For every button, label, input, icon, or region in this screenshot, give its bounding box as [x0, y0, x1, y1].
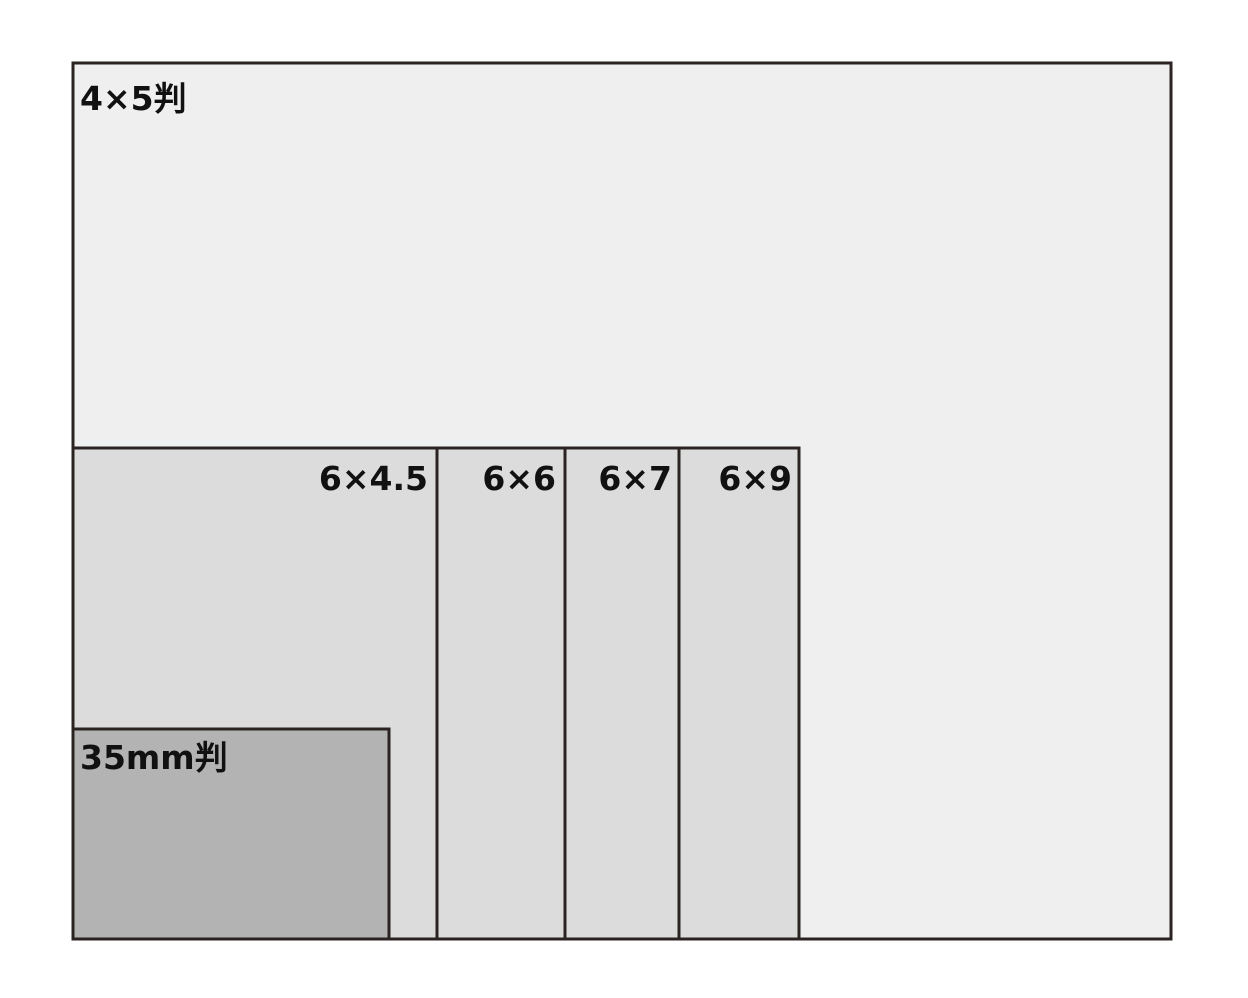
- label-6x4.5: 6×4.5: [319, 459, 428, 498]
- label-4x5: 4×5判: [80, 79, 187, 118]
- label-6x6: 6×6: [482, 459, 556, 498]
- label-6x9: 6×9: [718, 459, 792, 498]
- format-35mm: [71, 727, 391, 941]
- label-6x7: 6×7: [598, 459, 672, 498]
- label-35mm: 35mm判: [80, 738, 228, 777]
